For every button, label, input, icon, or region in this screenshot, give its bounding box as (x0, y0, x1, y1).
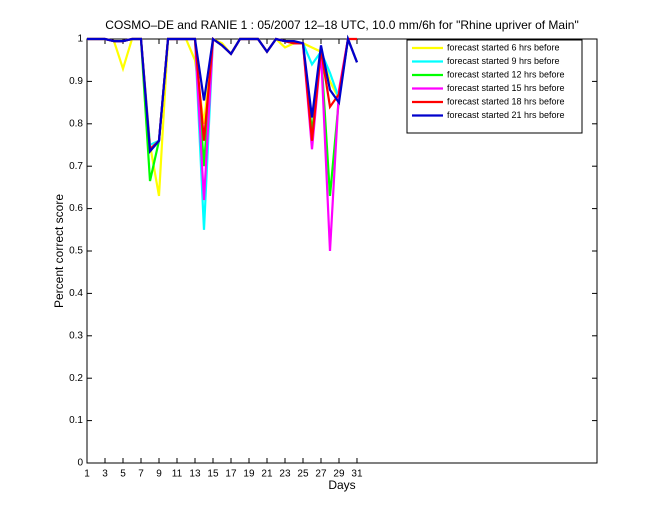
y-tick-label: 0.3 (69, 330, 83, 341)
legend-box (406, 39, 583, 134)
y-axis-label: Percent correct score (52, 194, 66, 308)
series-line (87, 34, 359, 155)
x-tick-label: 25 (297, 469, 309, 480)
y-tick-label: 0.5 (69, 246, 83, 257)
y-tick-label: 1 (77, 34, 83, 45)
plot-area (87, 34, 359, 252)
x-tick-label: 21 (261, 469, 273, 480)
x-tick-label: 5 (120, 469, 126, 480)
y-tick-label: 0.6 (69, 203, 83, 214)
x-tick-label: 11 (172, 469, 183, 480)
y-tick-label: 0.1 (69, 415, 83, 426)
x-tick-label: 27 (315, 469, 327, 480)
legend-label: forecast started 12 hrs before (447, 69, 565, 79)
x-tick-label: 1 (84, 469, 90, 480)
x-tick-label: 19 (243, 469, 255, 480)
x-tick-label: 23 (279, 469, 291, 480)
x-axis-label: Days (328, 478, 355, 492)
legend-label: forecast started 15 hrs before (447, 83, 565, 93)
x-tick-label: 29 (333, 469, 345, 480)
y-tick-label: 0.4 (69, 288, 83, 299)
legend-label: forecast started 6 hrs before (447, 42, 560, 52)
x-tick-label: 15 (207, 469, 219, 480)
x-tick-label: 17 (225, 469, 237, 480)
x-tick-label: 7 (138, 469, 144, 480)
y-tick-label: 0.8 (69, 118, 83, 129)
y-tick-label: 0.9 (69, 76, 83, 87)
x-tick-label: 9 (156, 469, 162, 480)
x-tick-label: 31 (351, 469, 363, 480)
legend-label: forecast started 18 hrs before (447, 96, 565, 106)
legend-label: forecast started 9 hrs before (447, 56, 560, 66)
y-tick-label: 0.7 (69, 161, 83, 172)
y-tick-label: 0 (77, 458, 83, 469)
legend-label: forecast started 21 hrs before (447, 110, 565, 120)
x-tick-label: 3 (102, 469, 108, 480)
chart-title: COSMO–DE and RANIE 1 : 05/2007 12–18 UTC… (105, 18, 578, 32)
y-tick-label: 0.2 (69, 373, 83, 384)
x-tick-label: 13 (189, 469, 201, 480)
